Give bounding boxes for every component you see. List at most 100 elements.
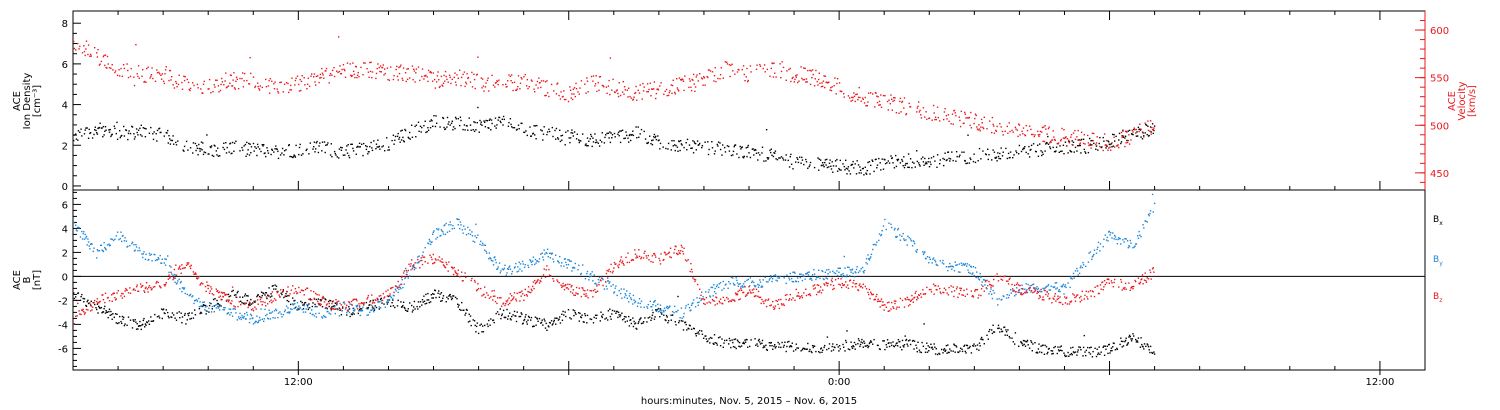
data-point xyxy=(960,110,962,113)
data-point xyxy=(398,286,400,288)
data-point xyxy=(557,138,560,140)
data-point xyxy=(859,270,861,272)
data-point xyxy=(474,324,476,327)
data-point xyxy=(948,351,950,354)
data-point xyxy=(860,172,862,174)
data-point xyxy=(252,142,255,145)
data-point xyxy=(141,75,143,77)
data-point xyxy=(540,129,542,131)
data-point xyxy=(516,88,518,90)
data-point xyxy=(818,351,820,353)
data-point xyxy=(759,63,761,66)
data-point xyxy=(551,252,553,254)
data-point xyxy=(89,132,92,134)
data-point xyxy=(740,286,742,288)
data-point xyxy=(1115,135,1117,138)
data-point xyxy=(194,142,197,145)
data-point xyxy=(258,89,261,91)
data-point xyxy=(432,125,434,127)
data-point xyxy=(221,292,224,294)
data-point xyxy=(1134,128,1136,131)
data-point xyxy=(597,81,599,84)
data-point xyxy=(452,129,454,131)
data-point xyxy=(792,76,794,79)
data-point xyxy=(325,70,327,72)
data-point xyxy=(1044,125,1046,127)
data-point xyxy=(96,56,99,58)
data-point xyxy=(319,142,321,144)
data-point xyxy=(520,312,522,314)
data-point xyxy=(1021,342,1023,345)
data-point xyxy=(959,154,961,156)
data-point xyxy=(777,277,779,279)
data-point xyxy=(187,81,190,84)
data-point xyxy=(683,312,685,315)
data-point xyxy=(1030,128,1032,131)
data-point xyxy=(1107,240,1109,242)
data-point xyxy=(873,338,875,341)
data-point xyxy=(926,256,929,258)
data-point xyxy=(446,126,448,128)
data-point xyxy=(73,222,75,224)
data-point xyxy=(939,159,941,161)
data-point xyxy=(434,87,437,89)
data-point xyxy=(958,156,960,158)
data-point xyxy=(688,328,690,330)
data-point xyxy=(285,305,288,307)
data-point xyxy=(828,343,831,345)
data-point xyxy=(99,307,101,309)
data-point xyxy=(628,315,630,318)
data-point xyxy=(599,76,601,78)
data-point xyxy=(987,338,989,340)
data-point xyxy=(746,155,748,158)
data-point xyxy=(1014,332,1017,334)
data-point xyxy=(867,346,869,349)
data-point xyxy=(453,76,455,79)
data-point xyxy=(361,310,364,312)
data-point xyxy=(484,121,486,123)
data-point xyxy=(501,118,503,120)
data-point xyxy=(428,238,430,241)
data-point xyxy=(267,152,270,154)
data-point xyxy=(595,139,597,141)
data-point xyxy=(980,158,982,160)
data-point xyxy=(144,326,146,328)
data-point xyxy=(231,85,234,87)
data-point xyxy=(392,78,395,81)
data-point xyxy=(591,271,593,273)
data-point xyxy=(272,317,274,319)
data-point xyxy=(403,306,405,309)
data-point xyxy=(135,44,137,46)
data-point xyxy=(181,88,184,90)
data-point xyxy=(734,284,736,286)
data-point xyxy=(1097,246,1099,248)
data-point xyxy=(292,156,295,158)
data-point xyxy=(1151,352,1154,354)
data-point xyxy=(686,329,688,331)
data-point xyxy=(715,285,718,288)
data-point xyxy=(617,131,620,133)
data-point xyxy=(1147,120,1149,122)
data-point xyxy=(158,73,161,75)
data-point xyxy=(772,278,774,280)
data-point xyxy=(708,148,710,151)
data-point xyxy=(774,344,776,346)
data-point xyxy=(329,154,332,156)
data-point xyxy=(915,250,917,252)
data-point xyxy=(840,274,843,276)
data-point xyxy=(774,152,776,154)
data-point xyxy=(328,312,330,314)
data-point xyxy=(996,298,998,300)
data-point xyxy=(229,308,232,310)
data-point xyxy=(318,81,320,84)
data-point xyxy=(828,162,831,164)
data-point xyxy=(772,155,775,158)
data-point xyxy=(233,87,236,89)
data-point xyxy=(646,142,649,145)
data-point xyxy=(601,141,603,143)
data-point xyxy=(185,264,188,266)
data-point xyxy=(763,160,765,162)
data-point xyxy=(565,264,568,266)
data-point xyxy=(430,119,432,121)
data-point xyxy=(383,297,385,299)
